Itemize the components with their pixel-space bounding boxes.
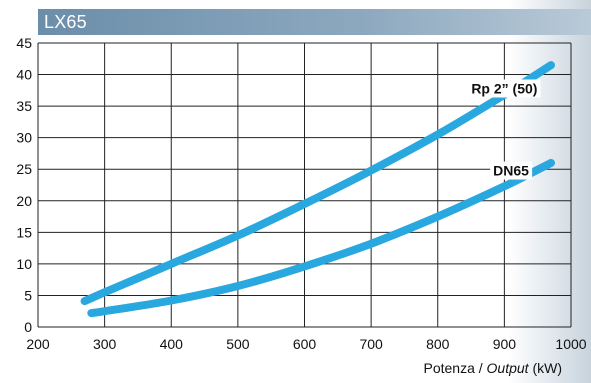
y-tick-label: 35 [16,98,32,114]
series-label-background [490,161,533,180]
x-axis-label: Potenza / Output (kW) [423,360,562,376]
x-tick-label: 700 [359,336,383,352]
y-tick-label: 25 [16,161,32,177]
x-axis-label-main: Potenza / [423,360,486,376]
y-tick-label: 15 [16,224,32,240]
x-tick-label: 900 [493,336,517,352]
series-lines [80,61,555,318]
series-label: DN65 [493,163,529,179]
y-tick-label: 10 [16,256,32,272]
y-tick-label: 20 [16,193,32,209]
series-line-rp2 [80,61,555,306]
x-tick-label: 400 [160,336,184,352]
y-tick-label: 30 [16,130,32,146]
y-tick-label: 45 [16,35,32,51]
y-tick-label: 5 [24,287,32,303]
y-tick-labels: 0 5 10 15 20 25 30 35 40 45 [16,35,32,335]
series-line-dn65 [87,158,555,318]
series-label: Rp 2” (50) [471,80,537,96]
series-labels: Rp 2” (50) DN65 [468,79,541,180]
series-label-background [468,79,541,98]
title-bar [38,9,591,35]
y-tick-label: 40 [16,67,32,83]
x-tick-label: 1000 [555,336,586,352]
x-tick-label: 200 [26,336,50,352]
x-axis-label-unit: (kW) [529,360,562,376]
x-tick-labels: 200 300 400 500 600 700 800 900 1000 [26,336,586,352]
x-tick-label: 600 [293,336,317,352]
x-tick-label: 300 [93,336,117,352]
y-tick-label: 0 [24,319,32,335]
x-tick-label: 500 [226,336,250,352]
chart-title: LX65 [44,12,87,32]
x-axis-label-italic: Output [487,360,530,376]
x-tick-label: 800 [426,336,450,352]
